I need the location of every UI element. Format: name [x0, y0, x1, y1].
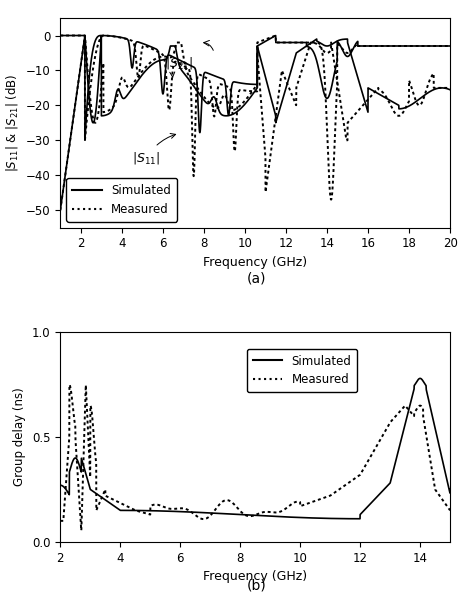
- Text: (a): (a): [246, 272, 265, 286]
- Legend: Simulated, Measured: Simulated, Measured: [66, 178, 176, 222]
- Text: $|S_{11}|$: $|S_{11}|$: [132, 134, 175, 166]
- Y-axis label: Group delay (ns): Group delay (ns): [13, 388, 26, 486]
- Legend: Simulated, Measured: Simulated, Measured: [246, 349, 357, 393]
- X-axis label: Frequency (GHz): Frequency (GHz): [203, 256, 307, 269]
- Y-axis label: $|S_{11}|$ & $|S_{21}|$ (dB): $|S_{11}|$ & $|S_{21}|$ (dB): [4, 73, 20, 172]
- X-axis label: Frequency (GHz): Frequency (GHz): [203, 570, 307, 583]
- Text: (b): (b): [246, 579, 266, 593]
- Text: $|S_{21}|$: $|S_{21}|$: [165, 55, 193, 77]
